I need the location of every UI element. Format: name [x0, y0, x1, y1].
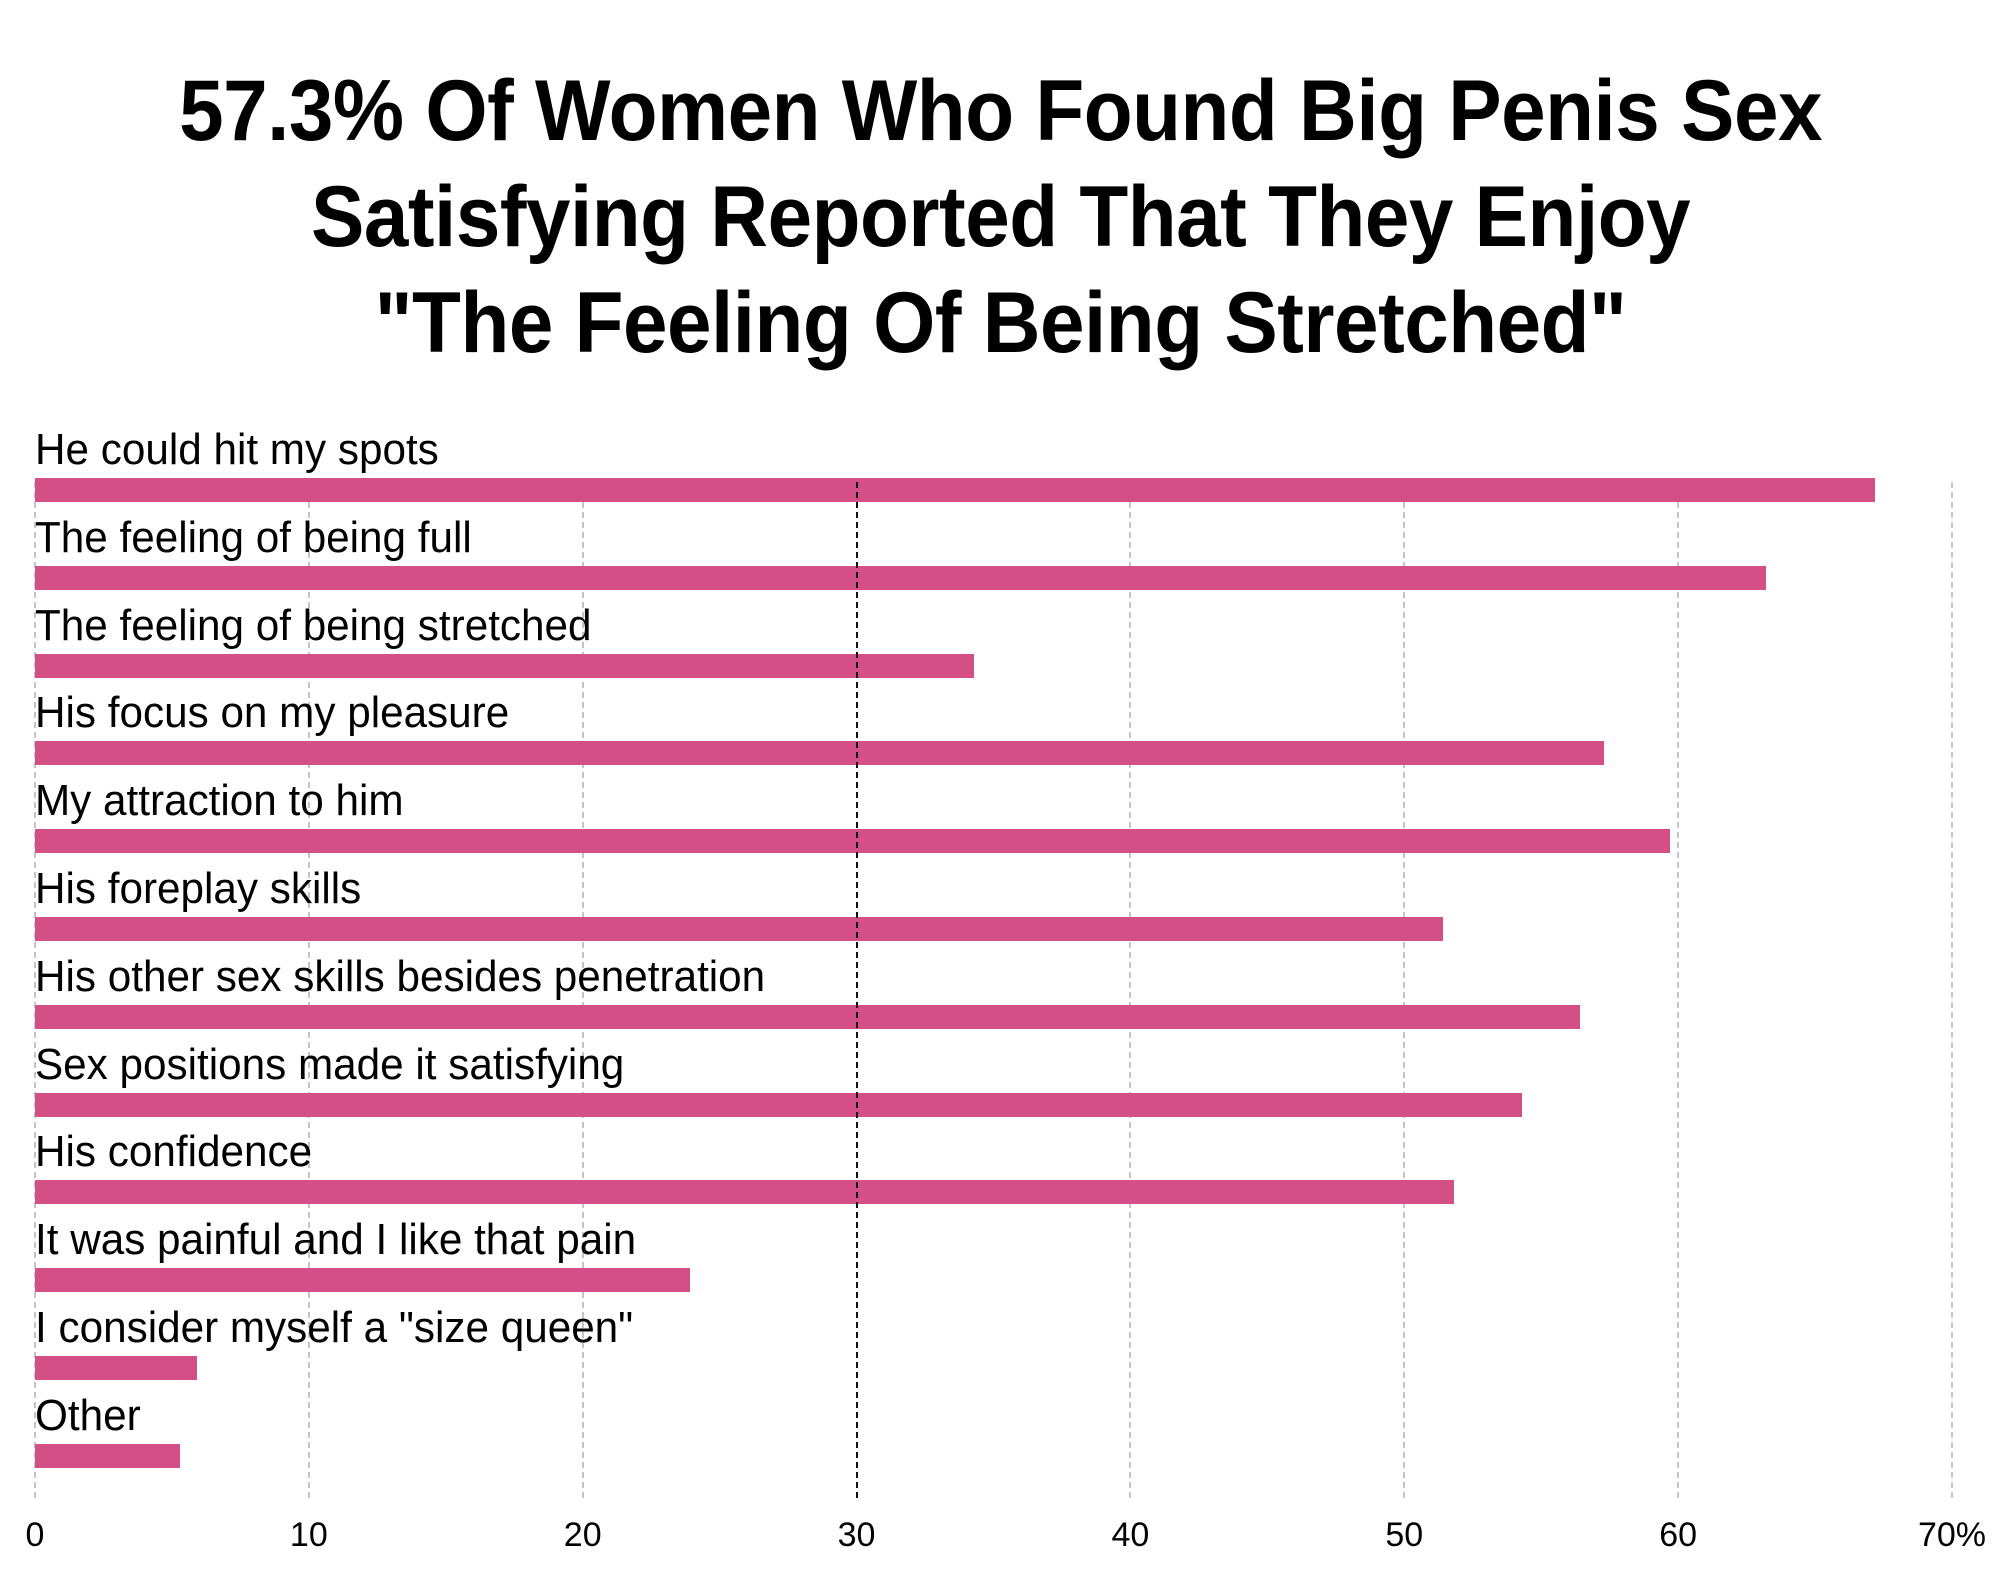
category-label: My attraction to him	[35, 776, 404, 826]
bar	[35, 565, 1766, 590]
category-label: His confidence	[35, 1127, 313, 1177]
category-label: His other sex skills besides penetration	[35, 951, 766, 1001]
x-tick-label: 20	[563, 1516, 602, 1554]
gridline-50	[1403, 482, 1406, 1498]
category-label: It was painful and I like that pain	[35, 1215, 637, 1265]
gridline-70	[1951, 482, 1953, 1498]
x-tick-label: 10	[289, 1516, 328, 1554]
title-line-2: Satisfying Reported That They Enjoy	[310, 169, 1691, 265]
x-tick-label: 60	[1659, 1516, 1698, 1554]
gridline-40	[1129, 482, 1132, 1498]
x-tick-label: 50	[1385, 1516, 1424, 1554]
title-line-3: "The Feeling Of Being Stretched"	[374, 275, 1627, 371]
x-tick-label: 0	[25, 1516, 45, 1554]
bar	[35, 917, 1443, 941]
category-label: The feeling of being full	[35, 512, 472, 562]
category-label: His foreplay skills	[35, 864, 362, 913]
gridline-0	[34, 482, 36, 1498]
bar	[35, 741, 1605, 766]
title-line-1: 57.3% Of Women Who Found Big Penis Sex	[179, 63, 1822, 159]
x-tick-label: 70%	[1917, 1516, 1987, 1554]
bar	[35, 1268, 690, 1293]
bar	[35, 1004, 1580, 1029]
gridline-20	[581, 482, 584, 1498]
bar	[35, 1180, 1454, 1205]
bar	[35, 653, 975, 678]
category-label: I consider myself a "size queen"	[35, 1303, 634, 1352]
reference-line-30	[855, 482, 858, 1498]
category-label: Other	[35, 1390, 141, 1440]
x-tick-label: 30	[837, 1516, 876, 1554]
category-label: The feeling of being stretched	[35, 600, 592, 650]
category-label: Sex positions made it satisfying	[35, 1039, 625, 1089]
x-tick-label: 40	[1111, 1516, 1150, 1554]
category-label: His focus on my pleasure	[35, 688, 510, 738]
gridline-60	[1677, 482, 1680, 1498]
gridline-10	[307, 482, 310, 1498]
bar	[35, 478, 1876, 502]
bar	[35, 1092, 1523, 1117]
bar	[35, 1443, 181, 1468]
bar	[35, 829, 1670, 854]
chart-title: 57.3% Of Women Who Found Big Penis Sex S…	[71, 58, 1931, 376]
bar	[35, 1356, 197, 1380]
category-label: He could hit my spots	[35, 425, 439, 474]
